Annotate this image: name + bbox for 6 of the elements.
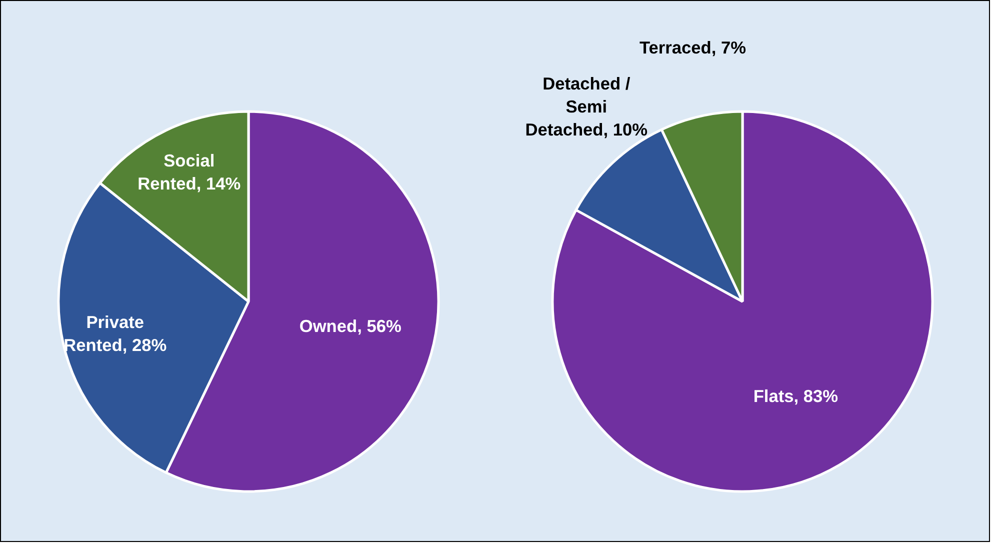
slice-label: Flats, 83% [753,386,838,406]
slice-label: Social Rented, 14% [138,150,241,194]
slice-label: Terraced, 7% [639,37,746,58]
slice-label: Private Rented, 28% [64,312,167,356]
slice-label: Detached / Semi Detached, 10% [525,74,648,140]
slice-label: Owned, 56% [299,316,402,336]
